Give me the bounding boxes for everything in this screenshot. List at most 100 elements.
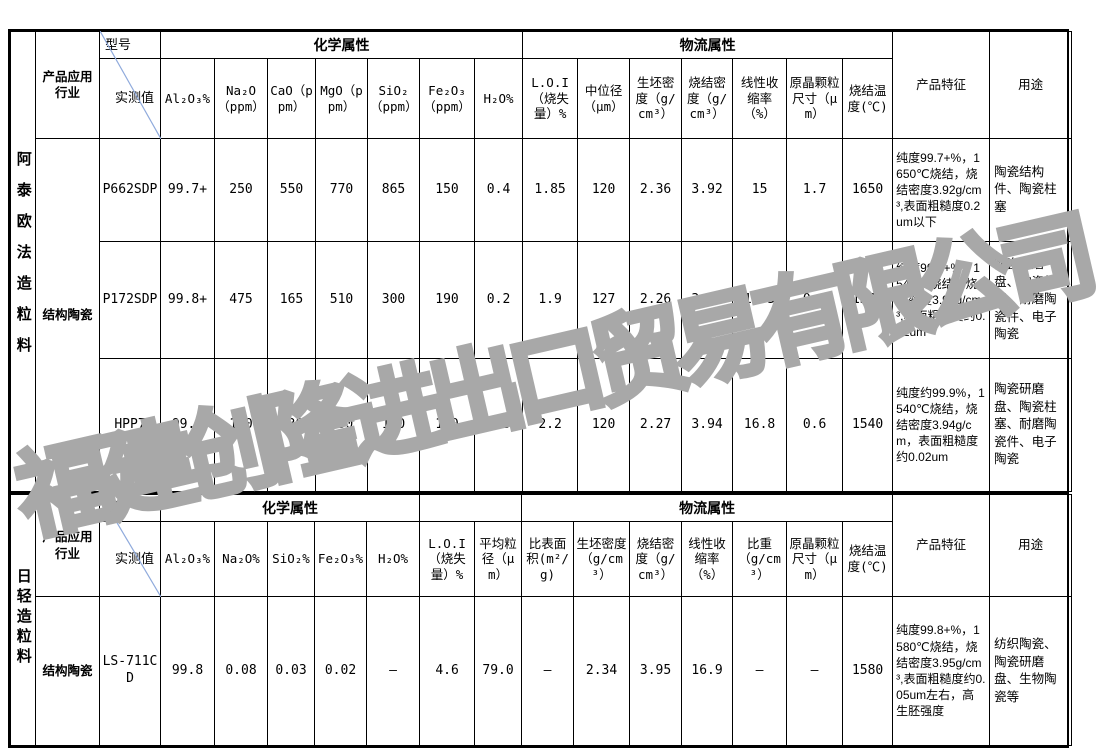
category-cell: 结构陶瓷 (35, 596, 100, 746)
value-cell: 1.7 (786, 138, 844, 242)
value-cell: 2.2 (522, 358, 579, 492)
value-cell: 3.94 (681, 358, 734, 492)
model-cell: P662SDP (99, 138, 161, 242)
value-cell: 120 (577, 138, 631, 242)
value-cell: 120 (577, 358, 631, 492)
usage-header-cell: 用途 (989, 494, 1073, 597)
value-cell: 0.03 (267, 596, 315, 746)
value-cell: 770 (315, 138, 368, 242)
value-cell: — (786, 596, 844, 746)
value-cell: 99.9 (160, 358, 215, 492)
value-cell: 2.26 (629, 241, 683, 359)
industry-header-cell: 产品应用行业 (35, 31, 100, 139)
model-cell: HPP7 (99, 358, 161, 492)
value-cell: 99.8 (160, 596, 215, 746)
column-header-cell: CaO（ppm） (267, 58, 316, 139)
value-cell: 0.4 (473, 138, 524, 242)
model-cell: LS-711CD (99, 596, 161, 746)
phys-header-cell: 物流属性 (521, 494, 894, 522)
value-cell: 1580 (842, 596, 894, 746)
measured-header-cell: 实测值 (99, 521, 161, 597)
column-header-cell: SiO₂（ppm） (367, 58, 420, 139)
column-header-cell: Al₂O₃% (160, 58, 215, 139)
value-cell: — (365, 596, 421, 746)
value-cell: 0.2 (473, 241, 524, 359)
feature-header-cell: 产品特征 (892, 31, 991, 139)
column-header-cell: 烧结温度(℃) (842, 58, 894, 139)
column-header-cell: Na₂O% (214, 521, 268, 597)
column-header-cell: L.O.I（烧失量）% (522, 58, 579, 139)
feature-header-cell: 产品特征 (892, 494, 991, 597)
value-cell: 99.8+ (160, 241, 215, 359)
usage-cell: 陶瓷结构件、陶瓷柱塞 (989, 138, 1073, 242)
column-header-cell: H₂O% (365, 521, 421, 597)
value-cell: 550 (267, 138, 316, 242)
column-header-cell: 烧结密度（g/cm³） (681, 58, 734, 139)
column-header-cell: 原晶颗粒尺寸（μm） (786, 521, 844, 597)
value-cell: 1650 (842, 138, 894, 242)
spec-table-top: 阿泰欧法造粒料 产品应用行业 型号 化学属性 物流属性 产品特征 用途 实测值 … (10, 31, 1073, 492)
model-header-cell: 型号 (99, 31, 161, 59)
value-cell: 3.92 (681, 138, 734, 242)
group-label-cell: 日轻造粒料 (10, 494, 36, 746)
usage-cell: 陶瓷研磨盘、陶瓷柱塞、耐磨陶瓷件、电子陶瓷 (989, 241, 1073, 359)
value-cell: — (732, 596, 788, 746)
value-cell: 1.9 (522, 241, 579, 359)
model-header-cell: 型号 (99, 494, 161, 522)
value-cell: — (521, 596, 575, 746)
column-header-cell: 线性收缩率（%） (681, 521, 734, 597)
usage-cell: 陶瓷研磨盘、陶瓷柱塞、耐磨陶瓷件、电子陶瓷 (989, 358, 1073, 492)
column-header-cell: Fe₂O₃（ppm） (419, 58, 475, 139)
column-header-cell: Fe₂O₃% (314, 521, 367, 597)
value-cell: 450 (315, 358, 368, 492)
column-header-cell: L.O.I（烧失量）% (419, 521, 476, 597)
column-header-cell: 生坯密度（g/cm³） (629, 58, 683, 139)
value-cell: 127 (577, 241, 631, 359)
value-cell: 0.6 (786, 358, 844, 492)
value-cell: 1.85 (522, 138, 579, 242)
value-cell: 16.8 (732, 358, 788, 492)
value-cell: 15 (732, 138, 788, 242)
model-cell: P172SDP (99, 241, 161, 359)
column-header-cell: Al₂O₃% (160, 521, 215, 597)
spec-sheet: 阿泰欧法造粒料 产品应用行业 型号 化学属性 物流属性 产品特征 用途 实测值 … (8, 29, 1073, 748)
group-label-cell: 阿泰欧法造粒料 (10, 31, 36, 492)
table-container: 阿泰欧法造粒料 产品应用行业 型号 化学属性 物流属性 产品特征 用途 实测值 … (8, 29, 1073, 748)
usage-cell: 纺织陶瓷、陶瓷研磨盘、生物陶瓷等 (989, 596, 1073, 746)
feature-cell: 纯度约99.9%，1540℃烧结，烧结密度3.94g/cm，表面粗糙度约0.02… (892, 358, 991, 492)
value-cell: 250 (214, 138, 268, 242)
measured-header-cell: 实测值 (99, 58, 161, 139)
value-cell: 1540 (842, 241, 894, 359)
column-header-cell: SiO₂% (267, 521, 315, 597)
table-row: 结构陶瓷 LS-711CD 99.8 0.08 0.03 0.02 — 4.6 … (11, 596, 1073, 746)
value-cell: 16.9 (681, 596, 734, 746)
value-cell: 865 (367, 138, 420, 242)
value-cell: 190 (419, 241, 475, 359)
value-cell: 0.3 (473, 358, 524, 492)
column-header-cell: Na₂O（ppm） (214, 58, 268, 139)
empty-header-cell (419, 494, 523, 522)
value-cell: 130 (267, 358, 316, 492)
value-cell: 180 (367, 358, 420, 492)
section-ataiou: 阿泰欧法造粒料 产品应用行业 型号 化学属性 物流属性 产品特征 用途 实测值 … (10, 31, 1073, 492)
column-header-cell: 烧结温度(℃) (842, 521, 894, 597)
value-cell: 0.4 (786, 241, 844, 359)
section-riqing: 日轻造粒料 产品应用行业 型号 化学属性 物流属性 产品特征 用途 实测值 Al… (10, 492, 1073, 746)
column-header-cell: 比重（g/cm³） (732, 521, 788, 597)
spec-table-bottom: 日轻造粒料 产品应用行业 型号 化学属性 物流属性 产品特征 用途 实测值 Al… (10, 494, 1073, 746)
group-label: 日轻造粒料 (14, 567, 32, 668)
value-cell: 3.95 (629, 596, 683, 746)
column-header-cell: 线性收缩率（%） (732, 58, 788, 139)
value-cell: 510 (315, 241, 368, 359)
column-header-cell: 原晶颗粒尺寸（μm） (786, 58, 844, 139)
chem-header-cell: 化学属性 (159, 31, 524, 59)
value-cell: 0.08 (214, 596, 268, 746)
value-cell: 475 (214, 241, 268, 359)
phys-header-cell: 物流属性 (522, 31, 894, 59)
value-cell: 165 (267, 241, 316, 359)
industry-header-cell: 产品应用行业 (35, 494, 100, 597)
value-cell: 150 (419, 358, 475, 492)
value-cell: 16.5 (732, 241, 788, 359)
value-cell: 4.6 (419, 596, 476, 746)
value-cell: 2.27 (629, 358, 683, 492)
